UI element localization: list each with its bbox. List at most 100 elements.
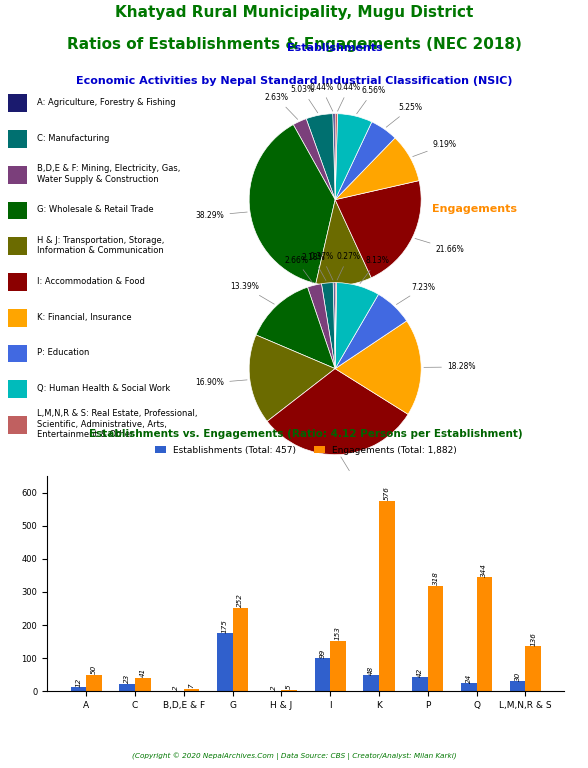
Text: 252: 252 [238, 594, 243, 607]
Wedge shape [249, 124, 335, 283]
Text: 50: 50 [91, 665, 97, 674]
Text: 6.56%: 6.56% [357, 87, 385, 114]
Bar [412, 677, 427, 691]
Text: 2.63%: 2.63% [265, 94, 298, 119]
Bar [330, 641, 346, 691]
Text: 2: 2 [270, 685, 276, 690]
Text: 99: 99 [319, 648, 325, 657]
Bar [71, 687, 86, 691]
Text: 5: 5 [286, 684, 292, 689]
Bar [8, 273, 26, 291]
Bar [461, 684, 476, 691]
Text: 7.23%: 7.23% [396, 283, 436, 304]
Bar [135, 677, 151, 691]
Text: 24: 24 [466, 674, 472, 683]
Bar [476, 578, 492, 691]
Bar [8, 202, 26, 220]
Wedge shape [256, 287, 335, 369]
Text: 2.18%: 2.18% [301, 253, 326, 280]
Bar [282, 690, 297, 691]
Text: B,D,E & F: Mining, Electricity, Gas,
Water Supply & Construction: B,D,E & F: Mining, Electricity, Gas, Wat… [37, 164, 181, 184]
Bar [217, 634, 233, 691]
Bar [8, 345, 26, 362]
Wedge shape [333, 114, 335, 200]
Text: Establishments: Establishments [288, 44, 383, 54]
Text: 30.61%: 30.61% [340, 457, 370, 485]
Text: H & J: Transportation, Storage,
Information & Communication: H & J: Transportation, Storage, Informat… [37, 236, 164, 255]
Bar [184, 689, 199, 691]
Bar [427, 586, 443, 691]
Text: 23: 23 [124, 674, 130, 683]
Text: 175: 175 [222, 619, 228, 633]
Text: C: Manufacturing: C: Manufacturing [37, 134, 109, 143]
Text: 9.19%: 9.19% [413, 141, 457, 157]
Text: 318: 318 [433, 571, 439, 585]
Text: Ratios of Establishments & Engagements (NEC 2018): Ratios of Establishments & Engagements (… [66, 37, 522, 52]
Bar [233, 607, 248, 691]
Text: 0.44%: 0.44% [337, 84, 361, 111]
Text: 5.25%: 5.25% [386, 103, 423, 127]
Bar [8, 416, 26, 434]
Wedge shape [335, 114, 372, 200]
Text: G: Wholesale & Retail Trade: G: Wholesale & Retail Trade [37, 205, 153, 214]
Text: 8.13%: 8.13% [360, 257, 389, 283]
Text: 153: 153 [335, 626, 341, 640]
Text: 576: 576 [384, 486, 390, 500]
Wedge shape [333, 283, 335, 369]
Text: 41: 41 [140, 667, 146, 677]
Wedge shape [335, 321, 421, 414]
Wedge shape [306, 114, 335, 200]
Text: 10.50%: 10.50% [346, 287, 376, 316]
Wedge shape [335, 283, 336, 369]
Text: L,M,N,R & S: Real Estate, Professional,
Scientific, Administrative, Arts,
Entert: L,M,N,R & S: Real Estate, Professional, … [37, 409, 198, 439]
Wedge shape [335, 283, 379, 369]
Text: Engagements: Engagements [432, 204, 517, 214]
Wedge shape [335, 114, 338, 200]
Wedge shape [316, 200, 371, 286]
Bar [379, 501, 395, 691]
Text: 136: 136 [530, 631, 536, 646]
Text: Khatyad Rural Municipality, Mugu District: Khatyad Rural Municipality, Mugu Distric… [115, 5, 473, 20]
Text: Economic Activities by Nepal Standard Industrial Classification (NSIC): Economic Activities by Nepal Standard In… [76, 75, 512, 85]
Bar [8, 237, 26, 255]
Text: 0.27%: 0.27% [336, 253, 360, 280]
Bar [525, 646, 541, 691]
Text: 7: 7 [189, 684, 195, 688]
Bar [8, 380, 26, 398]
Bar [363, 675, 379, 691]
Text: 13.39%: 13.39% [230, 282, 274, 304]
Bar [510, 681, 525, 691]
Bar [8, 309, 26, 326]
Text: 42: 42 [417, 667, 423, 677]
Wedge shape [335, 138, 419, 200]
Text: (Copyright © 2020 NepalArchives.Com | Data Source: CBS | Creator/Analyst: Milan : (Copyright © 2020 NepalArchives.Com | Da… [132, 753, 456, 760]
Text: 2.66%: 2.66% [284, 256, 313, 283]
Bar [8, 166, 26, 184]
Title: Establishments vs. Engagements (Ratio: 4.12 Persons per Establishment): Establishments vs. Engagements (Ratio: 4… [89, 429, 523, 439]
Text: 0.37%: 0.37% [310, 253, 334, 280]
Text: Q: Human Health & Social Work: Q: Human Health & Social Work [37, 384, 170, 393]
Wedge shape [335, 294, 407, 369]
Text: 5.03%: 5.03% [290, 85, 318, 113]
Bar [119, 684, 135, 691]
Text: I: Accommodation & Food: I: Accommodation & Food [37, 276, 145, 286]
Text: 12: 12 [75, 677, 81, 687]
Text: 18.28%: 18.28% [424, 362, 476, 372]
Text: 16.90%: 16.90% [195, 379, 247, 388]
Text: 344: 344 [482, 563, 487, 577]
Bar [8, 94, 26, 112]
Legend: Establishments (Total: 457), Engagements (Total: 1,882): Establishments (Total: 457), Engagements… [151, 442, 460, 458]
Bar [315, 658, 330, 691]
Wedge shape [335, 180, 421, 278]
Bar [8, 130, 26, 147]
Wedge shape [293, 119, 335, 200]
Wedge shape [267, 369, 408, 455]
Wedge shape [322, 283, 335, 369]
Bar [86, 674, 102, 691]
Text: 38.29%: 38.29% [196, 211, 247, 220]
Wedge shape [308, 283, 335, 369]
Text: 2: 2 [173, 685, 179, 690]
Text: 21.66%: 21.66% [415, 238, 465, 253]
Text: A: Agriculture, Forestry & Fishing: A: Agriculture, Forestry & Fishing [37, 98, 176, 107]
Text: K: Financial, Insurance: K: Financial, Insurance [37, 313, 132, 322]
